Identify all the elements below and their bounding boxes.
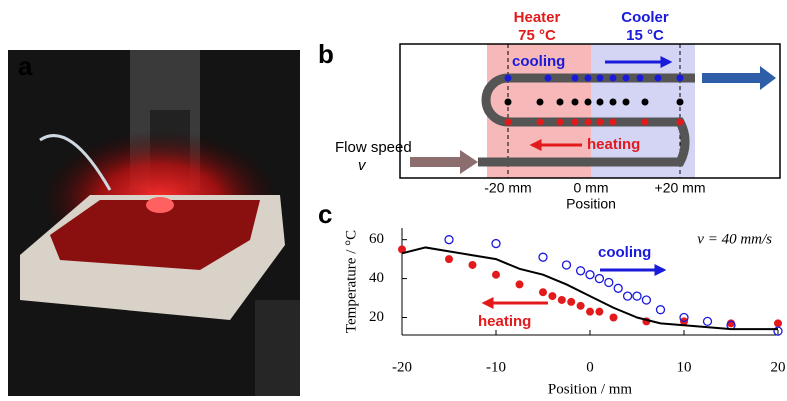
y-tick-label: 20 <box>369 309 384 325</box>
point <box>655 305 666 315</box>
y-axis-label: Temperature / °C <box>343 230 359 333</box>
panel-label: a <box>18 51 33 81</box>
schematic <box>399 43 781 179</box>
point <box>492 270 500 279</box>
heating-label: heating <box>587 136 640 153</box>
point <box>575 266 586 276</box>
line <box>401 246 778 331</box>
point <box>468 260 477 269</box>
heater-temp: 75 °C <box>518 27 556 44</box>
heating-annotation: heating <box>478 313 531 330</box>
cooling-annotation: cooling <box>598 244 651 261</box>
point <box>632 291 642 301</box>
point <box>576 301 585 310</box>
photo <box>8 50 300 396</box>
position-tick: -20 mm <box>484 180 531 196</box>
point <box>622 291 633 301</box>
cooling-label: cooling <box>512 53 565 70</box>
x-tick-label: 10 <box>677 359 692 375</box>
x-tick-label: 20 <box>771 359 786 375</box>
flow-symbol: v <box>358 157 367 174</box>
y-tick-label: 60 <box>369 231 384 247</box>
heater-label: Heater <box>514 9 561 26</box>
point <box>586 307 594 316</box>
chart: -20 -10 0 10 20 20 40 60 Position / mm Temperatur… <box>343 228 786 397</box>
point <box>567 297 576 306</box>
point <box>609 313 618 322</box>
point <box>539 288 547 297</box>
point <box>548 292 557 301</box>
point <box>613 283 623 293</box>
x-tick-label: -10 <box>486 359 506 375</box>
point <box>445 255 453 264</box>
point <box>679 312 689 323</box>
point <box>702 316 713 327</box>
panel-label: c <box>318 199 332 229</box>
point <box>604 277 614 288</box>
speed-annotation: v = 40 mm/s <box>697 231 772 247</box>
point <box>561 260 572 270</box>
point <box>594 273 605 284</box>
panel-label: b <box>318 39 334 69</box>
point <box>557 295 566 304</box>
point <box>595 307 604 316</box>
cooler-label: Cooler <box>621 9 669 26</box>
position-tick: +20 mm <box>655 180 706 196</box>
cooler-temp: 15 °C <box>626 27 664 44</box>
y-tick-label: 40 <box>369 270 384 286</box>
point <box>585 270 595 280</box>
x-axis-label: Position / mm <box>548 381 633 397</box>
point <box>515 280 524 289</box>
point <box>444 235 454 245</box>
point <box>774 319 782 328</box>
flow-label: Flow speed <box>335 139 412 156</box>
point <box>538 252 548 262</box>
point <box>641 295 652 305</box>
x-tick-label: 0 <box>586 359 594 375</box>
point <box>491 238 501 249</box>
x-tick-label: -20 <box>392 359 412 375</box>
point <box>398 245 406 254</box>
point <box>773 326 783 336</box>
position-tick: 0 mm <box>574 180 609 196</box>
position-label: Position <box>566 196 616 212</box>
